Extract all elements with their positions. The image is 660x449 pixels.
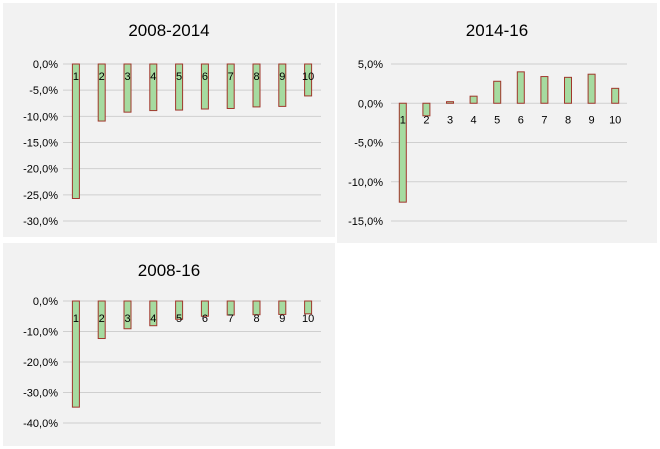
x-category-label: 9 xyxy=(589,114,595,126)
x-category-label: 10 xyxy=(302,71,314,83)
x-category-label: 3 xyxy=(447,114,453,126)
y-tick-label: -15,0% xyxy=(23,138,58,150)
y-tick-label: 0,0% xyxy=(358,98,383,110)
chart-svg-2014-16: 2014-16 5,0% 0,0% -5,0% -10,0% -15,0% 1 2 3 4 5 6 7 8… xyxy=(348,21,627,228)
bar-2 xyxy=(422,102,431,117)
bar-6 xyxy=(200,63,209,110)
x-category-label: 2 xyxy=(99,313,105,325)
bar-8 xyxy=(564,76,572,104)
y-tick-label: -25,0% xyxy=(23,190,58,202)
x-category-label: 6 xyxy=(202,71,208,83)
x-category-label: 6 xyxy=(518,114,524,126)
x-category-label: 1 xyxy=(73,71,79,83)
x-category-label: 10 xyxy=(609,114,621,126)
chart-panel-2008-2014: 2008-2014 0,0% -5,0% -10,0% -15,0% -20,0% -25,… xyxy=(3,3,335,237)
bar-8 xyxy=(252,300,261,316)
bar-10 xyxy=(611,87,620,104)
bar-1 xyxy=(71,63,80,199)
bar-9 xyxy=(278,300,287,315)
bar-9 xyxy=(278,63,287,107)
x-category-label: 8 xyxy=(565,114,571,126)
x-category-label: 4 xyxy=(150,71,156,83)
bar-3 xyxy=(446,101,454,104)
bar-7 xyxy=(540,76,549,104)
x-category-label: 8 xyxy=(253,71,259,83)
y-tick-label: -10,0% xyxy=(23,111,58,123)
y-tick-label: 5,0% xyxy=(358,59,383,71)
y-tick-label: -10,0% xyxy=(23,327,58,339)
y-tick-label: 0,0% xyxy=(33,59,58,71)
bar-1 xyxy=(398,102,407,203)
bar-2 xyxy=(97,300,106,340)
y-tick-label: -30,0% xyxy=(23,388,58,400)
bar-10 xyxy=(304,300,313,315)
chart-title: 2008-2014 xyxy=(128,21,209,40)
bar-3 xyxy=(123,63,132,113)
bar-9 xyxy=(587,73,596,104)
x-category-label: 4 xyxy=(471,114,477,126)
chart-panel-2014-16: 2014-16 5,0% 0,0% -5,0% -10,0% -15,0% 1 2 3 4 5 6 7 8… xyxy=(337,3,657,243)
y-tick-label: -15,0% xyxy=(348,216,383,228)
bar-5 xyxy=(175,63,184,111)
bar-8 xyxy=(252,63,261,108)
chart-panel-2008-16: 2008-16 0,0% -10,0% -20,0% -30,0% -40,0% 1 2 3 4 5… xyxy=(3,243,335,446)
bar-6 xyxy=(516,71,525,104)
chart-title: 2008-16 xyxy=(138,261,200,280)
x-category-label: 5 xyxy=(494,114,500,126)
y-tick-label: -30,0% xyxy=(23,216,58,228)
y-tick-label: -5,0% xyxy=(354,138,383,150)
x-category-label: 7 xyxy=(541,114,547,126)
x-category-label: 5 xyxy=(176,71,182,83)
bar-5 xyxy=(493,80,502,104)
y-tick-label: -20,0% xyxy=(23,164,58,176)
x-category-label: 1 xyxy=(400,114,406,126)
y-tick-label: -20,0% xyxy=(23,357,58,369)
x-category-label: 2 xyxy=(423,114,429,126)
x-category-label: 1 xyxy=(73,313,79,325)
x-category-label: 3 xyxy=(124,71,130,83)
y-tick-label: -5,0% xyxy=(29,85,58,97)
x-category-label: 5 xyxy=(176,313,182,325)
x-category-label: 10 xyxy=(302,313,314,325)
x-category-label: 8 xyxy=(253,313,259,325)
bar-7 xyxy=(226,63,235,109)
bar-2 xyxy=(97,63,106,122)
chart-svg-2008-16: 2008-16 0,0% -10,0% -20,0% -30,0% -40,0% 1 2 3 4 5… xyxy=(23,261,321,430)
x-category-label: 3 xyxy=(124,313,130,325)
x-category-label: 7 xyxy=(228,313,234,325)
bar-5 xyxy=(175,300,184,320)
y-tick-label: -40,0% xyxy=(23,418,58,430)
bar-4 xyxy=(149,63,158,112)
bar-10 xyxy=(304,63,313,97)
y-tick-label: -10,0% xyxy=(348,177,383,189)
bar-4 xyxy=(149,300,158,327)
chart-svg-2008-2014: 2008-2014 0,0% -5,0% -10,0% -15,0% -20,0% -25,… xyxy=(23,21,321,228)
x-category-label: 9 xyxy=(279,313,285,325)
x-category-label: 4 xyxy=(150,313,156,325)
x-category-label: 7 xyxy=(228,71,234,83)
bar-4 xyxy=(469,95,478,104)
bar-3 xyxy=(123,300,132,330)
bar-1 xyxy=(71,300,80,408)
chart-title: 2014-16 xyxy=(466,21,528,40)
x-category-label: 9 xyxy=(279,71,285,83)
bar-7 xyxy=(226,300,235,316)
y-tick-label: 0,0% xyxy=(33,296,58,308)
bar-6 xyxy=(200,300,209,317)
x-category-label: 6 xyxy=(202,313,208,325)
x-category-label: 2 xyxy=(99,71,105,83)
